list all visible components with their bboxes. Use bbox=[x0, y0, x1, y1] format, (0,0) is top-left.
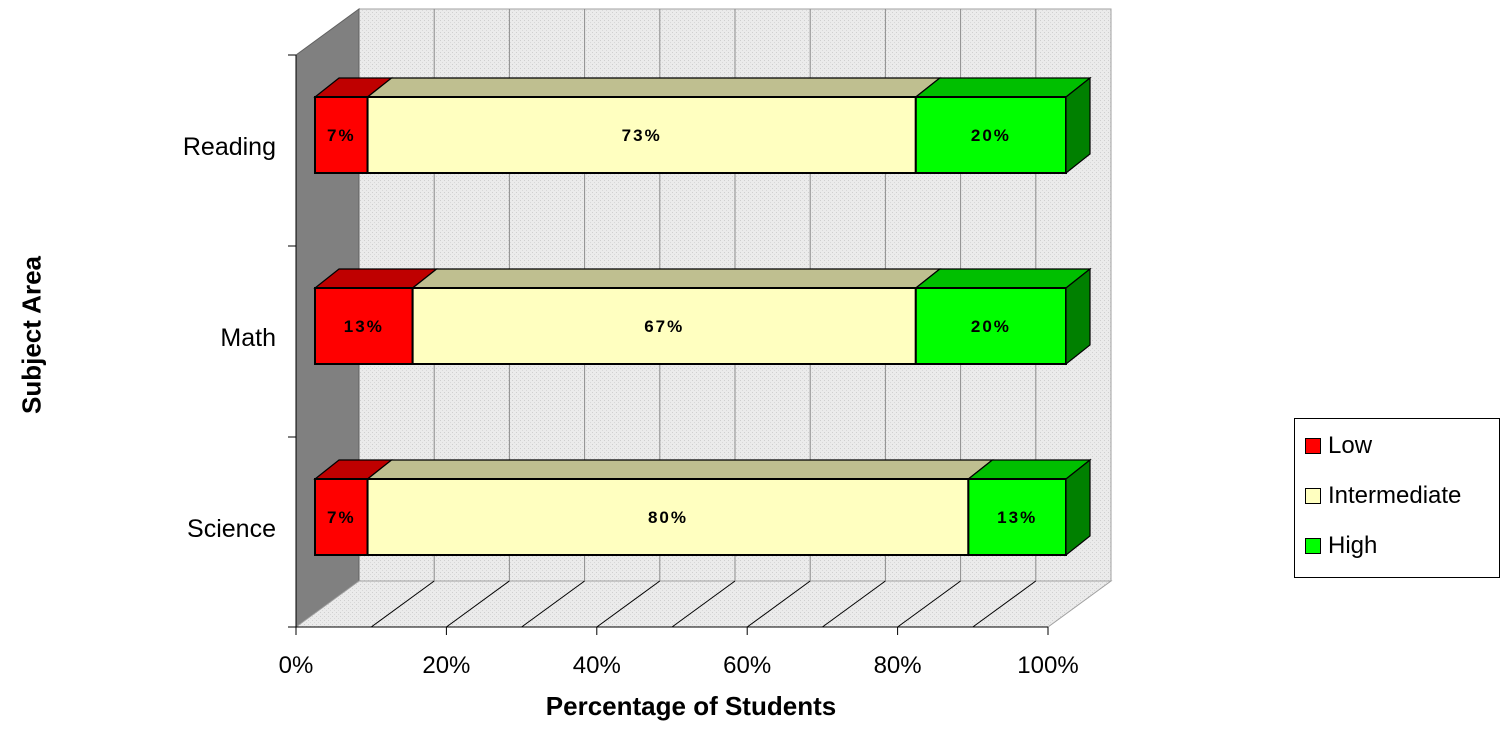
bar-top-high bbox=[916, 269, 1090, 288]
x-axis-title: Percentage of Students bbox=[0, 691, 1382, 722]
x-tick-label: 20% bbox=[391, 652, 501, 680]
bar-top-intermediate bbox=[368, 78, 940, 97]
data-label: 20% bbox=[971, 126, 1011, 145]
legend: Low Intermediate High bbox=[1294, 418, 1500, 578]
data-label: 7% bbox=[327, 126, 356, 145]
bar-top-intermediate bbox=[368, 460, 993, 479]
legend-swatch bbox=[1305, 538, 1321, 554]
data-label: 20% bbox=[971, 317, 1011, 336]
legend-swatch bbox=[1305, 438, 1321, 454]
bar-top-intermediate bbox=[413, 269, 940, 288]
x-tick-label: 60% bbox=[692, 652, 802, 680]
x-tick-label: 80% bbox=[843, 652, 953, 680]
legend-item: Intermediate bbox=[1305, 481, 1461, 511]
data-label: 67% bbox=[644, 317, 684, 336]
x-tick-label: 100% bbox=[993, 652, 1103, 680]
legend-label: Low bbox=[1328, 432, 1372, 460]
legend-label: Intermediate bbox=[1328, 482, 1461, 510]
category-label: Reading bbox=[36, 133, 276, 162]
data-label: 73% bbox=[622, 126, 662, 145]
legend-item: Low bbox=[1305, 431, 1372, 461]
x-tick-label: 0% bbox=[241, 652, 351, 680]
legend-item: High bbox=[1305, 531, 1377, 561]
category-label: Science bbox=[36, 515, 276, 544]
category-label: Math bbox=[36, 324, 276, 353]
legend-label: High bbox=[1328, 532, 1377, 560]
bar-top-high bbox=[916, 78, 1090, 97]
data-label: 13% bbox=[997, 508, 1037, 527]
data-label: 7% bbox=[327, 508, 356, 527]
data-label: 13% bbox=[344, 317, 384, 336]
data-label: 80% bbox=[648, 508, 688, 527]
x-tick-label: 40% bbox=[542, 652, 652, 680]
legend-swatch bbox=[1305, 488, 1321, 504]
